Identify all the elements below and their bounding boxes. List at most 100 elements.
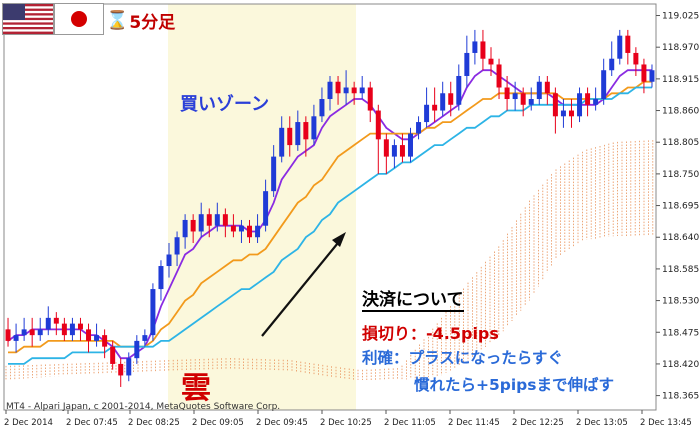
candle-body bbox=[271, 156, 277, 192]
stop-loss-note: 損切り：-4.5pips bbox=[362, 324, 499, 343]
candle-body bbox=[440, 93, 446, 111]
candle-body bbox=[593, 99, 599, 105]
candle-body bbox=[416, 122, 422, 134]
x-tick-label: 2 Dec 13:45 bbox=[640, 418, 692, 428]
candle-body bbox=[383, 139, 389, 157]
candle-body bbox=[86, 329, 92, 341]
candle-body bbox=[536, 81, 542, 100]
y-tick-label: 118.530 bbox=[662, 297, 699, 307]
candle-body bbox=[206, 214, 212, 226]
x-tick-label: 2 Dec 13:05 bbox=[576, 418, 628, 428]
candle-body bbox=[448, 93, 454, 105]
candle-body bbox=[335, 81, 341, 94]
candle-body bbox=[134, 340, 140, 359]
candle-body bbox=[53, 317, 59, 324]
candle-body bbox=[21, 329, 27, 336]
candle-body bbox=[174, 237, 180, 255]
candle-body bbox=[311, 116, 317, 140]
candle-body bbox=[617, 35, 623, 59]
x-tick-label: 2 Dec 10:25 bbox=[320, 418, 372, 428]
candle-body bbox=[488, 58, 494, 65]
candle-body bbox=[568, 110, 574, 117]
candle-body bbox=[464, 52, 470, 76]
candle-body bbox=[424, 104, 430, 123]
candle-body bbox=[375, 110, 381, 140]
us-flag-icon bbox=[2, 3, 54, 35]
candle-body bbox=[520, 93, 526, 105]
y-tick-label: 118.640 bbox=[662, 233, 699, 243]
candle-body bbox=[577, 93, 583, 117]
x-tick-label: 2 Dec 09:45 bbox=[256, 418, 308, 428]
candle-body bbox=[601, 70, 607, 100]
candle-body bbox=[190, 219, 196, 232]
candle-body bbox=[102, 335, 108, 347]
candle-body bbox=[29, 329, 35, 336]
candle-body bbox=[544, 81, 550, 94]
candle-body bbox=[158, 266, 164, 290]
candle-body bbox=[69, 323, 75, 336]
x-tick-label: 2 Dec 12:25 bbox=[512, 418, 564, 428]
candle-body bbox=[327, 81, 333, 100]
candle-body bbox=[230, 225, 236, 232]
candle-body bbox=[5, 329, 11, 341]
candle-body bbox=[287, 127, 293, 146]
candle-body bbox=[585, 93, 591, 105]
candle-body bbox=[407, 133, 413, 157]
candle-body bbox=[351, 87, 357, 94]
candle-body bbox=[77, 323, 83, 330]
take-profit-note: 利確：プラスになったらすぐ bbox=[362, 349, 563, 367]
cloud-label: 雲 bbox=[181, 371, 211, 406]
candle-body bbox=[37, 329, 43, 336]
y-tick-label: 118.860 bbox=[662, 107, 699, 117]
candle-body bbox=[343, 87, 349, 94]
candle-body bbox=[391, 145, 397, 157]
candle-body bbox=[142, 335, 148, 341]
candle-body bbox=[472, 41, 478, 53]
jp-flag-icon bbox=[54, 3, 104, 35]
candle-body bbox=[214, 214, 220, 226]
candle-body bbox=[126, 358, 132, 376]
candle-body bbox=[61, 323, 67, 336]
timeframe-indicator: ⌛ 5分足 bbox=[106, 6, 175, 34]
candle-body bbox=[512, 93, 518, 100]
candle-body bbox=[247, 225, 253, 238]
candle-body bbox=[222, 214, 228, 226]
candle-body bbox=[625, 35, 631, 53]
candle-body bbox=[13, 335, 19, 341]
trend-arrow bbox=[261, 237, 343, 337]
candle-body bbox=[456, 75, 462, 105]
candle-body bbox=[279, 127, 285, 157]
candle-body bbox=[295, 122, 301, 146]
candle-body bbox=[238, 225, 244, 232]
ema-mid-line bbox=[8, 80, 652, 354]
candle-body bbox=[150, 289, 156, 336]
x-tick-label: 2 Dec 2014 bbox=[4, 418, 53, 428]
y-tick-label: 118.915 bbox=[662, 75, 699, 85]
candle-body bbox=[359, 87, 365, 94]
y-tick-label: 118.475 bbox=[662, 328, 699, 338]
candle-body bbox=[552, 93, 558, 117]
y-tick-label: 119.025 bbox=[662, 12, 699, 22]
candle-body bbox=[45, 317, 51, 330]
hourglass-icon: ⌛ bbox=[106, 9, 129, 31]
take-profit-note-2: 慣れたら+5pipsまで伸ばす bbox=[414, 376, 615, 394]
buy-zone-area bbox=[168, 4, 356, 410]
y-tick-label: 118.585 bbox=[662, 265, 699, 275]
x-tick-label: 2 Dec 08:25 bbox=[128, 418, 180, 428]
x-tick-label: 2 Dec 07:45 bbox=[66, 418, 118, 428]
candle-body bbox=[528, 99, 534, 105]
candle-body bbox=[198, 214, 204, 232]
y-tick-label: 118.750 bbox=[662, 170, 699, 180]
y-tick-label: 118.805 bbox=[662, 138, 699, 148]
candle-body bbox=[641, 64, 647, 82]
y-tick-label: 118.970 bbox=[662, 43, 699, 53]
candle-body bbox=[609, 58, 615, 71]
candle-body bbox=[182, 219, 188, 238]
y-tick-label: 118.365 bbox=[662, 392, 699, 402]
candle-body bbox=[496, 64, 502, 88]
candle-body bbox=[118, 363, 124, 376]
candle-body bbox=[303, 122, 309, 140]
candle-body bbox=[480, 41, 486, 59]
